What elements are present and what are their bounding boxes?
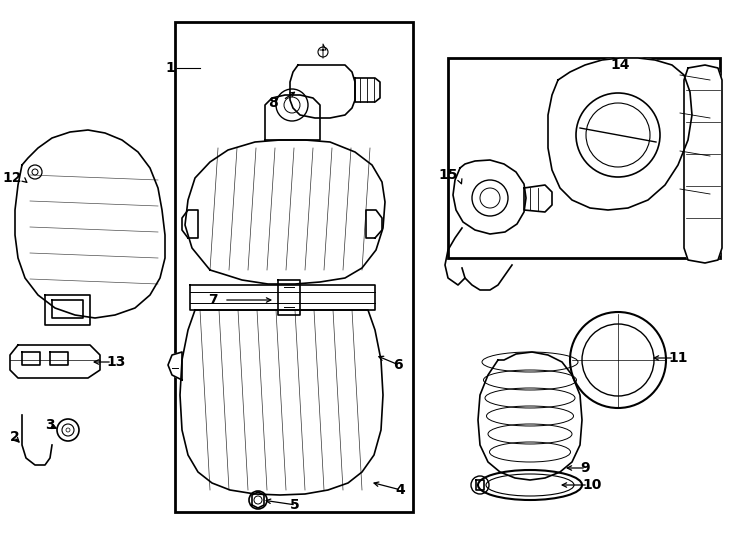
Polygon shape xyxy=(252,492,264,508)
Polygon shape xyxy=(180,310,383,495)
Polygon shape xyxy=(478,352,582,480)
Polygon shape xyxy=(684,65,722,263)
Polygon shape xyxy=(22,352,40,365)
Polygon shape xyxy=(182,210,198,238)
Text: 3: 3 xyxy=(46,418,55,432)
Polygon shape xyxy=(10,345,100,378)
Polygon shape xyxy=(52,300,83,318)
Circle shape xyxy=(66,428,70,432)
Polygon shape xyxy=(185,140,385,284)
Text: 7: 7 xyxy=(208,293,218,307)
Text: 14: 14 xyxy=(610,58,630,72)
Polygon shape xyxy=(265,95,320,140)
Polygon shape xyxy=(355,78,380,102)
Text: 6: 6 xyxy=(393,358,403,372)
Text: 10: 10 xyxy=(582,478,601,492)
Polygon shape xyxy=(45,295,90,325)
Circle shape xyxy=(254,496,262,504)
Polygon shape xyxy=(548,58,692,210)
Text: 1: 1 xyxy=(165,61,175,75)
Text: 9: 9 xyxy=(580,461,589,475)
Text: 2: 2 xyxy=(10,430,20,444)
Bar xyxy=(175,22,413,512)
Text: 4: 4 xyxy=(395,483,404,497)
Polygon shape xyxy=(476,480,484,490)
Text: 5: 5 xyxy=(290,498,299,512)
Polygon shape xyxy=(168,352,182,380)
Polygon shape xyxy=(366,210,382,238)
Polygon shape xyxy=(453,160,526,234)
Polygon shape xyxy=(190,285,375,310)
Text: 12: 12 xyxy=(2,171,22,185)
Circle shape xyxy=(32,169,38,175)
Polygon shape xyxy=(524,185,552,212)
Text: 8: 8 xyxy=(268,96,278,110)
Polygon shape xyxy=(290,65,355,118)
Text: 13: 13 xyxy=(106,355,126,369)
Polygon shape xyxy=(50,352,68,365)
Text: 15: 15 xyxy=(438,168,458,182)
Bar xyxy=(448,58,720,258)
Circle shape xyxy=(318,47,328,57)
Polygon shape xyxy=(15,130,165,318)
Text: 11: 11 xyxy=(668,351,688,365)
Polygon shape xyxy=(278,280,300,315)
